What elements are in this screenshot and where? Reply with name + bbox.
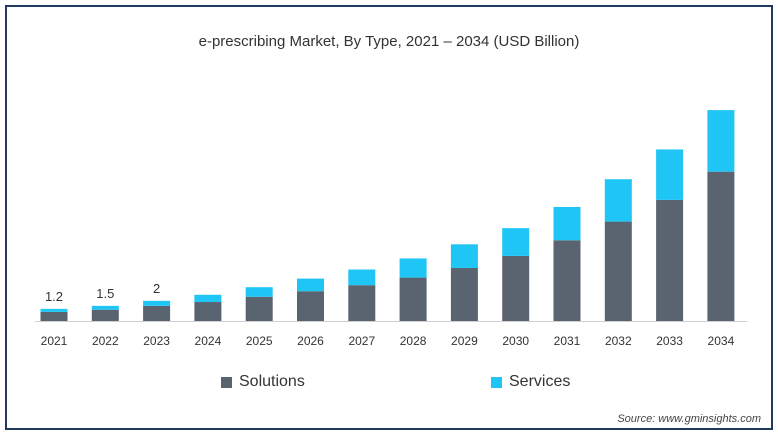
chart-frame: e-prescribing Market, By Type, 2021 – 20… (5, 5, 773, 430)
x-tick-label-2023: 2023 (143, 334, 170, 348)
x-tick-label-2033: 2033 (656, 334, 683, 348)
bar-services-2025 (245, 287, 273, 297)
bar-services-2029 (450, 244, 478, 269)
bar-services-2021 (40, 308, 68, 312)
bar-services-2034 (707, 110, 735, 172)
legend: Solutions Services (7, 373, 771, 395)
x-tick-label-2029: 2029 (451, 334, 478, 348)
bar-services-2031 (553, 206, 581, 241)
bar-services-2026 (297, 278, 324, 292)
legend-item-services: Services (491, 373, 570, 391)
bar-chart: 2021 1.2 2022 1.5 2023 2 2024 2025 2026 2027 2028 2… (35, 110, 747, 348)
bar-solutions-2033 (656, 199, 684, 321)
bar-solutions-2026 (297, 291, 324, 321)
legend-swatch-services (491, 376, 502, 388)
bar-solutions-2027 (348, 285, 376, 321)
data-label-2022: 1.5 (96, 286, 114, 301)
bar-solutions-2029 (450, 268, 478, 321)
x-tick-label-2026: 2026 (297, 334, 324, 348)
bar-services-2033 (656, 149, 684, 200)
chart-title: e-prescribing Market, By Type, 2021 – 20… (198, 33, 580, 50)
bar-services-2032 (604, 179, 632, 222)
bar-solutions-2023 (143, 305, 171, 321)
bar-services-2024 (194, 294, 222, 303)
bar-solutions-2021 (40, 311, 68, 321)
legend-swatch-solutions (221, 376, 232, 388)
bar-services-2027 (348, 269, 376, 286)
x-tick-label-2027: 2027 (348, 334, 375, 348)
bar-solutions-2028 (399, 277, 427, 321)
x-tick-label-2030: 2030 (502, 334, 529, 348)
bar-solutions-2034 (707, 171, 735, 321)
x-tick-label-2022: 2022 (92, 334, 119, 348)
bar-solutions-2031 (553, 240, 581, 321)
x-tick-label-2028: 2028 (400, 334, 427, 348)
bar-solutions-2025 (245, 296, 273, 321)
bar-services-2023 (143, 300, 171, 306)
source-text: Source: www.gminsights.com (617, 413, 761, 425)
x-tick-label-2031: 2031 (554, 334, 581, 348)
bar-solutions-2032 (604, 221, 632, 321)
bar-solutions-2022 (91, 309, 119, 321)
data-label-2023: 2 (153, 281, 160, 296)
bar-services-2028 (399, 258, 427, 278)
x-tick-label-2034: 2034 (708, 334, 735, 348)
bar-solutions-2024 (194, 302, 222, 321)
legend-item-solutions: Solutions (221, 373, 305, 391)
bar-services-2030 (502, 228, 530, 256)
x-tick-label-2024: 2024 (195, 334, 222, 348)
x-tick-label-2025: 2025 (246, 334, 273, 348)
x-tick-label-2032: 2032 (605, 334, 632, 348)
x-tick-label-2021: 2021 (41, 334, 68, 348)
bar-services-2022 (91, 305, 119, 310)
bar-solutions-2030 (502, 255, 530, 321)
legend-label-solutions: Solutions (239, 373, 305, 390)
legend-label-services: Services (509, 373, 571, 390)
data-label-2021: 1.2 (45, 289, 63, 304)
